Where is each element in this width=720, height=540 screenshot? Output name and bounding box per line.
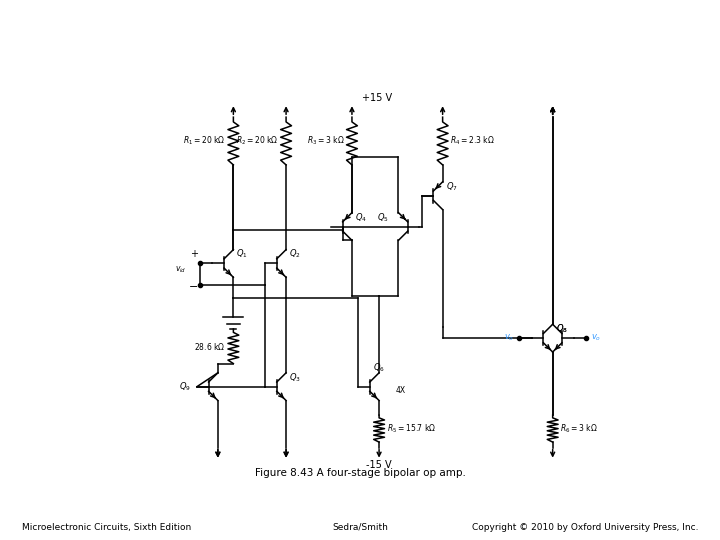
Text: $Q_6$: $Q_6$ [373,361,384,374]
Text: $Q_2$: $Q_2$ [289,248,301,260]
Text: $v_{id}$: $v_{id}$ [175,265,186,275]
Text: $R_3 = 3\ \mathrm{k\Omega}$: $R_3 = 3\ \mathrm{k\Omega}$ [307,135,344,147]
Text: $Q_8$: $Q_8$ [556,323,567,335]
Text: Figure 8.43 A four-stage bipolar op amp.: Figure 8.43 A four-stage bipolar op amp. [255,468,465,478]
Text: Sedra/Smith: Sedra/Smith [332,523,388,532]
Text: $Q_8$: $Q_8$ [556,323,567,335]
Text: $v_o$: $v_o$ [590,333,601,343]
Text: Microelectronic Circuits, Sixth Edition: Microelectronic Circuits, Sixth Edition [22,523,191,532]
Text: $Q_3$: $Q_3$ [289,371,301,383]
Text: $R_6 = 3\ \mathrm{k\Omega}$: $R_6 = 3\ \mathrm{k\Omega}$ [560,422,598,435]
Text: $v_o$: $v_o$ [505,333,515,343]
Text: $-$: $-$ [188,280,198,290]
Text: $Q_5$: $Q_5$ [377,211,389,224]
Text: $Q_1$: $Q_1$ [236,248,248,260]
Text: $R_2 = 20\ \mathrm{k\Omega}$: $R_2 = 20\ \mathrm{k\Omega}$ [236,135,279,147]
Text: +15 V: +15 V [361,93,392,103]
Text: +: + [190,249,198,259]
Text: $R_1 = 20\ \mathrm{k\Omega}$: $R_1 = 20\ \mathrm{k\Omega}$ [183,135,225,147]
Text: -15 V: -15 V [366,460,392,470]
Text: $R_4 = 2.3\ \mathrm{k\Omega}$: $R_4 = 2.3\ \mathrm{k\Omega}$ [451,135,495,147]
Text: Copyright © 2010 by Oxford University Press, Inc.: Copyright © 2010 by Oxford University Pr… [472,523,698,532]
Text: 4X: 4X [396,386,406,395]
Text: $Q_9$: $Q_9$ [179,380,191,393]
Text: $Q_4$: $Q_4$ [355,211,367,224]
Text: $28.6\ \mathrm{k\Omega}$: $28.6\ \mathrm{k\Omega}$ [194,341,225,352]
Text: $R_5 = 15.7\ \mathrm{k\Omega}$: $R_5 = 15.7\ \mathrm{k\Omega}$ [387,422,436,435]
Text: $Q_7$: $Q_7$ [446,180,458,193]
